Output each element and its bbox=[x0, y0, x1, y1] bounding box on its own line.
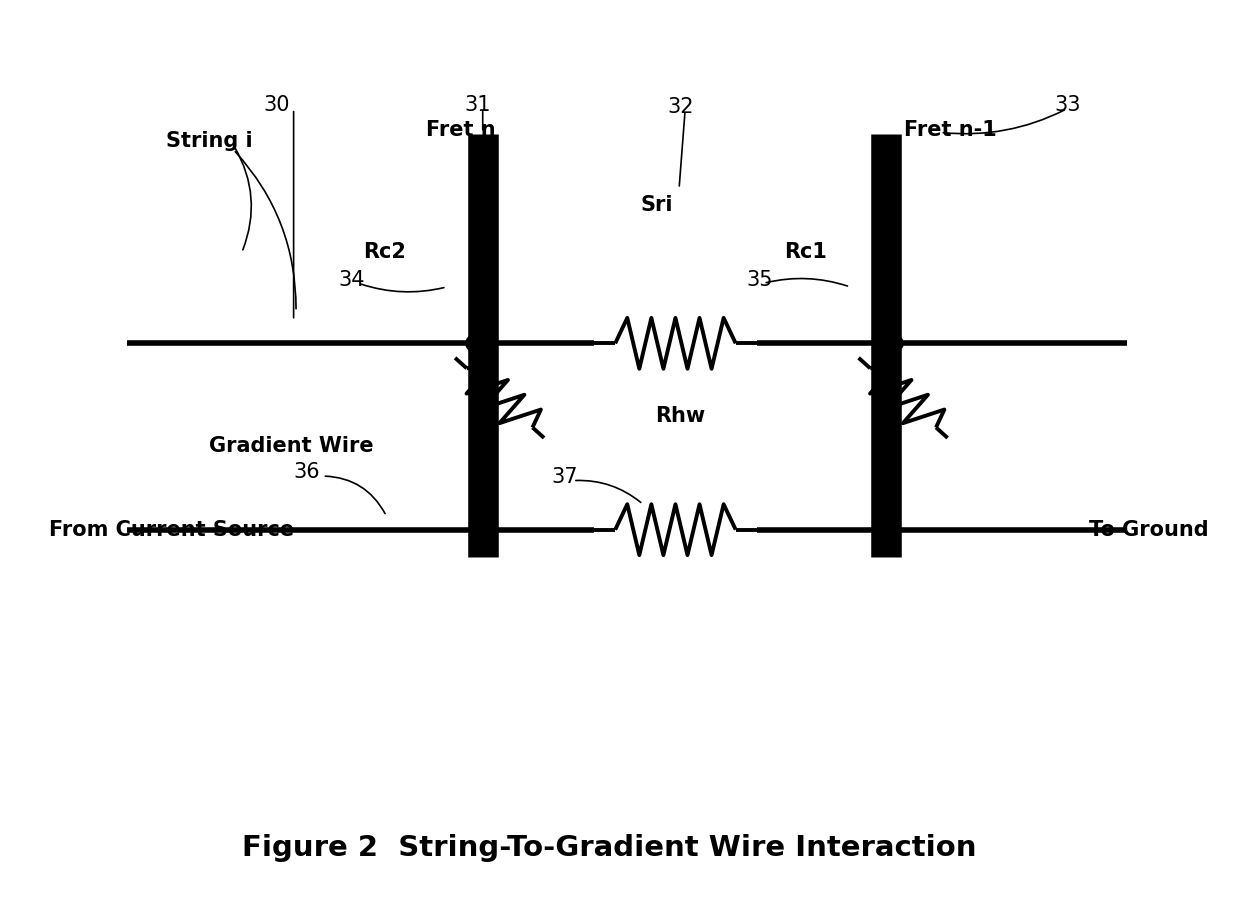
Text: Sri: Sri bbox=[641, 195, 673, 215]
Circle shape bbox=[877, 333, 903, 354]
Text: Rhw: Rhw bbox=[655, 406, 706, 426]
Text: Fret n-1: Fret n-1 bbox=[904, 120, 997, 139]
Text: Fret n: Fret n bbox=[427, 120, 496, 139]
Circle shape bbox=[873, 520, 899, 540]
Text: Rc1: Rc1 bbox=[784, 243, 827, 262]
Text: From Current Source: From Current Source bbox=[50, 520, 294, 540]
Text: 33: 33 bbox=[1055, 95, 1081, 115]
Text: Gradient Wire: Gradient Wire bbox=[210, 436, 374, 456]
Text: Rc2: Rc2 bbox=[363, 243, 407, 262]
Text: Figure 2  String-To-Gradient Wire Interaction: Figure 2 String-To-Gradient Wire Interac… bbox=[242, 833, 976, 862]
Text: String i: String i bbox=[166, 131, 253, 151]
Text: 34: 34 bbox=[339, 270, 365, 290]
Text: 35: 35 bbox=[746, 270, 773, 290]
Text: 32: 32 bbox=[667, 97, 693, 117]
Circle shape bbox=[466, 333, 492, 354]
Text: To Ground: To Ground bbox=[1089, 520, 1208, 540]
Text: 36: 36 bbox=[294, 462, 320, 483]
Circle shape bbox=[470, 520, 496, 540]
Text: 37: 37 bbox=[552, 467, 578, 487]
Text: 30: 30 bbox=[264, 95, 290, 115]
Text: 31: 31 bbox=[465, 95, 491, 115]
